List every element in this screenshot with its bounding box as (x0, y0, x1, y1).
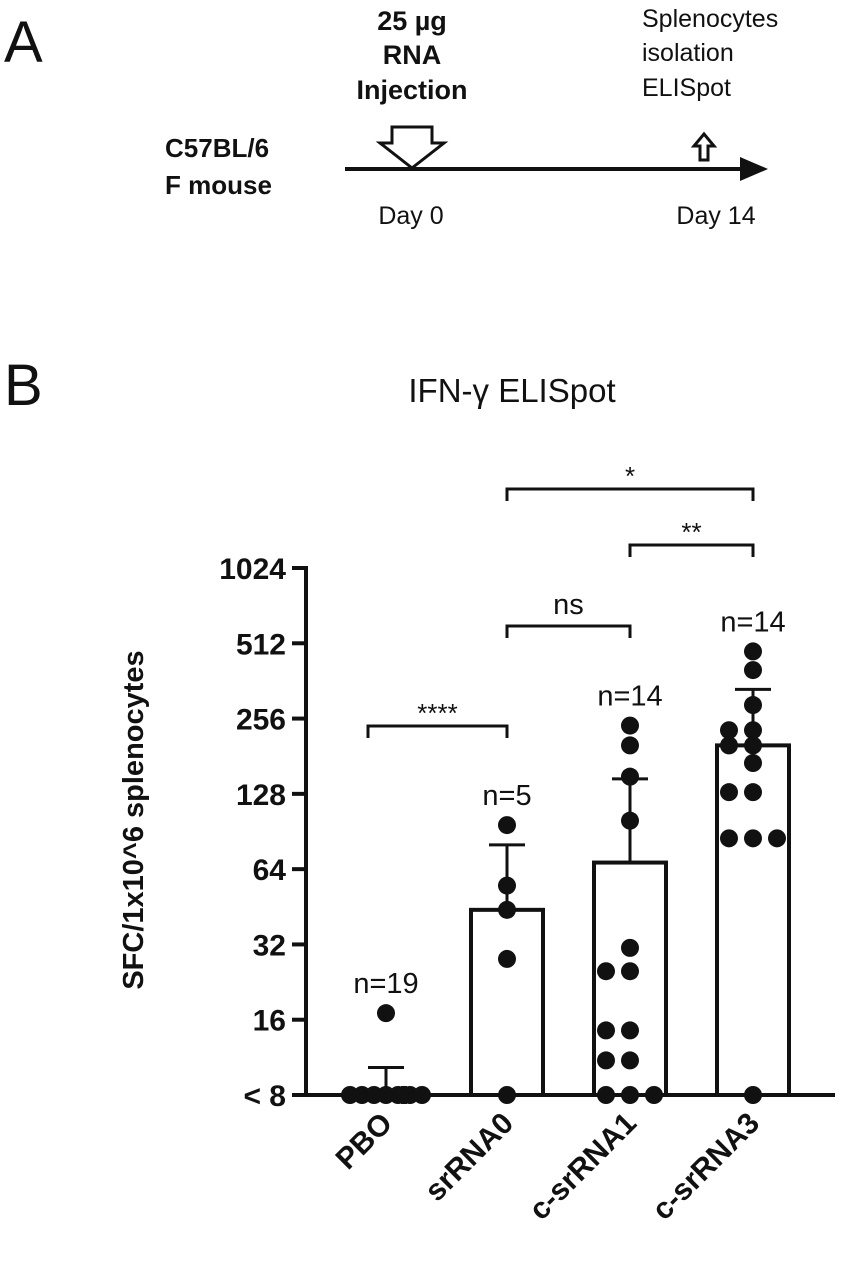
data-point (621, 1086, 639, 1104)
data-point (498, 876, 516, 895)
significance-label: ns (553, 589, 584, 621)
injection-arrow-icon (375, 125, 449, 170)
n-label: n=19 (353, 968, 418, 1000)
readout-label-line1: Splenocytes (642, 5, 778, 33)
data-point (341, 1086, 359, 1104)
data-point (621, 1021, 639, 1040)
y-tick-label: 16 (253, 1005, 286, 1038)
n-label: n=5 (482, 780, 531, 812)
y-axis-label: SFC/1x10^6 splenocytes (118, 650, 150, 989)
significance-label: * (625, 461, 635, 491)
y-tick-label: 256 (236, 704, 286, 737)
day-start-label: Day 0 (378, 202, 443, 230)
data-point (744, 696, 762, 715)
y-tick-label: 64 (253, 854, 287, 887)
y-tick-label: 32 (253, 929, 286, 962)
mouse-label-line1: C57BL/6 (165, 133, 269, 163)
data-point (744, 1086, 762, 1104)
data-point (597, 1086, 615, 1104)
y-tick-label: 512 (236, 628, 286, 661)
chart-title: IFN-γ ELISpot (408, 372, 615, 409)
data-point (498, 900, 516, 919)
data-point (597, 1021, 615, 1040)
panel-a-letter: A (4, 10, 43, 75)
significance-bracket (505, 624, 632, 638)
n-label: n=14 (720, 606, 785, 638)
x-tick-label: c-srRNA3 (646, 1107, 766, 1227)
readout-arrow-icon (690, 131, 718, 162)
panel-b-letter: B (4, 353, 43, 418)
y-tick-label: 1024 (219, 553, 286, 586)
timeline-arrowhead-icon (740, 157, 768, 181)
injection-label-line2: RNA (383, 40, 442, 70)
plot-area: < 8 16 32 64 128 256 512 1024 n=19 PBO n=5 srRNA0 n=… (219, 461, 835, 1227)
significance-label: **** (417, 698, 457, 728)
data-point (621, 962, 639, 981)
data-point (498, 1086, 516, 1104)
injection-label-line3: Injection (356, 75, 467, 105)
x-tick-label: srRNA0 (419, 1107, 520, 1208)
injection-label-line1: 25 µg (377, 6, 447, 36)
significance-bracket (505, 487, 755, 501)
data-point (498, 816, 516, 835)
mouse-label-line2: F mouse (165, 170, 272, 200)
data-point (720, 829, 738, 848)
readout-label-line3: ELISpot (642, 74, 731, 102)
n-label: n=14 (597, 681, 662, 713)
y-tick-label: 128 (236, 779, 286, 812)
data-point (621, 716, 639, 735)
significance-label: ** (681, 517, 701, 547)
data-point (744, 754, 762, 773)
bar (469, 907, 545, 1097)
data-point (498, 949, 516, 968)
data-point (377, 1004, 395, 1023)
data-point (597, 1051, 615, 1070)
data-point (621, 767, 639, 786)
readout-label-line2: isolation (642, 39, 734, 67)
x-tick-label: c-srRNA1 (523, 1107, 643, 1227)
significance-bracket (366, 724, 509, 738)
data-point (720, 721, 738, 740)
y-tick-label: < 8 (243, 1080, 286, 1113)
data-point (621, 938, 639, 957)
significance-bracket (628, 543, 755, 557)
data-point (744, 783, 762, 802)
data-point (744, 642, 762, 661)
data-point (645, 1086, 663, 1104)
x-tick-label: PBO (330, 1107, 399, 1176)
data-point (744, 736, 762, 755)
data-point (621, 811, 639, 830)
data-point (413, 1086, 431, 1104)
data-point (621, 736, 639, 755)
data-point (395, 1086, 413, 1104)
day-end-label: Day 14 (676, 202, 755, 230)
data-point (621, 1051, 639, 1070)
data-point (720, 783, 738, 802)
data-point (744, 661, 762, 680)
data-point (597, 962, 615, 981)
data-point (365, 1086, 383, 1104)
data-point (720, 736, 738, 755)
data-point (744, 721, 762, 740)
data-point (744, 829, 762, 848)
data-point (768, 829, 786, 848)
